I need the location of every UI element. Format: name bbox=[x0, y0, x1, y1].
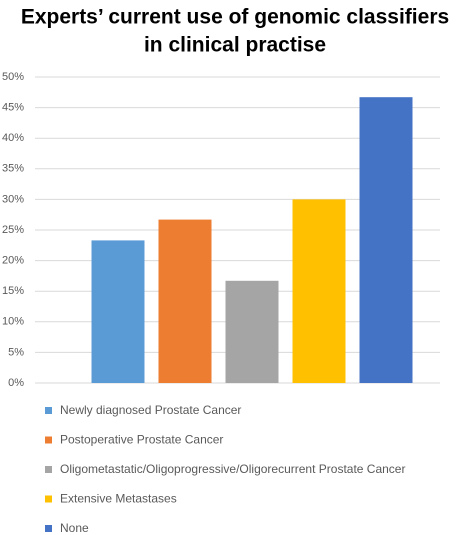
y-tick-label: 25% bbox=[2, 224, 24, 236]
bar bbox=[359, 97, 413, 384]
bar bbox=[292, 199, 346, 383]
legend-swatch bbox=[45, 407, 52, 414]
legend-label: None bbox=[60, 521, 89, 535]
legend-swatch bbox=[45, 466, 52, 473]
bar bbox=[91, 240, 145, 383]
y-tick-label: 40% bbox=[2, 132, 24, 144]
y-tick-label: 20% bbox=[2, 255, 24, 267]
y-tick-label: 5% bbox=[8, 346, 24, 358]
legend-label: Extensive Metastases bbox=[60, 492, 177, 506]
legend-swatch bbox=[45, 436, 52, 444]
legend-swatch bbox=[45, 495, 52, 503]
legend-label: Postoperative Prostate Cancer bbox=[60, 433, 223, 447]
y-tick-label: 0% bbox=[8, 377, 24, 389]
legend-swatch bbox=[45, 525, 52, 532]
y-tick-label: 30% bbox=[2, 193, 24, 205]
bar bbox=[158, 219, 212, 383]
chart-title: Experts’ current use of genomic classifi… bbox=[21, 6, 449, 29]
chart-title: in clinical practise bbox=[144, 34, 326, 57]
y-tick-label: 35% bbox=[2, 163, 24, 175]
bar bbox=[225, 280, 279, 383]
y-tick-label: 50% bbox=[2, 71, 24, 83]
legend-label: Newly diagnosed Prostate Cancer bbox=[60, 403, 241, 417]
y-tick-label: 15% bbox=[2, 285, 24, 297]
y-tick-label: 10% bbox=[2, 316, 24, 328]
y-tick-label: 45% bbox=[2, 102, 24, 114]
legend-label: Oligometastatic/Oligoprogressive/Oligore… bbox=[60, 462, 405, 476]
